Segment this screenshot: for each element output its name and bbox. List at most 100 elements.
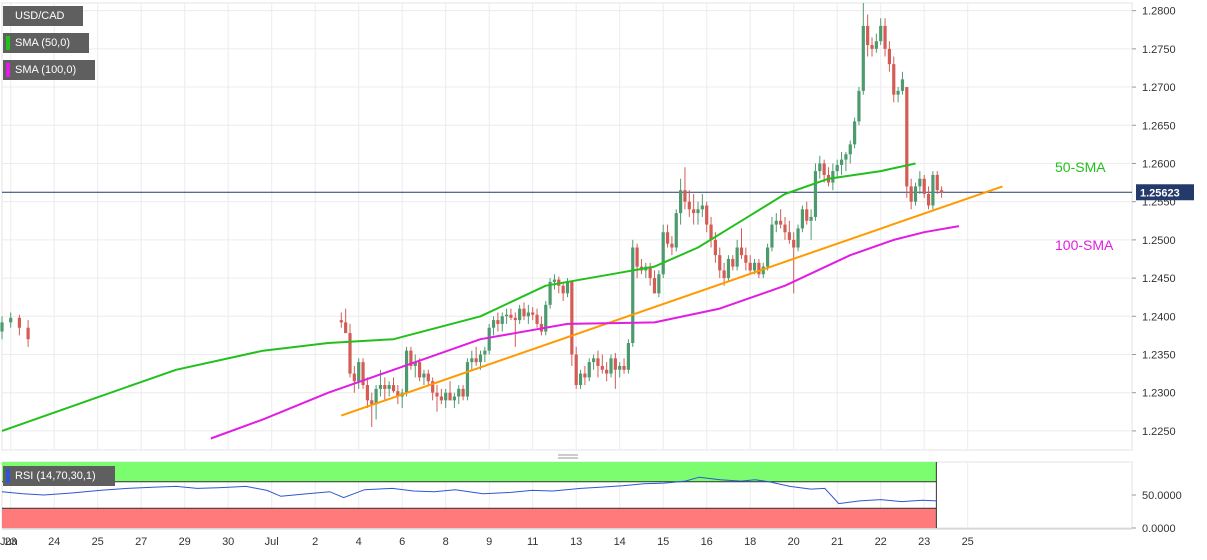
- candle-body: [796, 228, 800, 248]
- candle-body: [474, 358, 478, 363]
- y-tick-label: 1.2450: [1142, 273, 1176, 285]
- candle-body: [692, 209, 696, 214]
- candle-body: [866, 25, 870, 46]
- sma100-badge[interactable]: SMA (100,0): [3, 60, 95, 80]
- candle-body: [522, 308, 526, 317]
- rsi-badge[interactable]: RSI (14,70,30,1): [3, 466, 115, 486]
- y-tick-label: 1.2650: [1142, 120, 1176, 132]
- candle-body: [679, 190, 683, 214]
- y-tick-label: 1.2400: [1142, 311, 1176, 323]
- candle-body: [874, 41, 878, 49]
- candle-body: [726, 258, 731, 279]
- candle-body: [370, 400, 374, 405]
- candle-body: [357, 362, 361, 382]
- candle-body: [683, 190, 687, 202]
- sma50-line: [1, 162, 916, 432]
- candle-body: [883, 25, 887, 49]
- candle-body: [574, 354, 578, 386]
- candle-body: [940, 190, 944, 193]
- candle-body: [587, 362, 591, 378]
- candle-body: [509, 314, 513, 318]
- candle-body: [609, 358, 613, 374]
- candle-body: [870, 45, 874, 49]
- candle-body: [465, 362, 470, 397]
- sma50-annotation: 50-SMA: [1055, 159, 1106, 175]
- last-price-label: 1.25623: [1140, 187, 1180, 199]
- candle-body: [0, 322, 4, 332]
- candle-body: [618, 365, 622, 370]
- sma100-annotation: 100-SMA: [1055, 237, 1114, 253]
- candle-body: [705, 205, 709, 225]
- candle-body: [518, 308, 522, 321]
- candle-body: [365, 385, 369, 401]
- candle-body: [896, 90, 900, 95]
- candle-body: [905, 87, 909, 187]
- candle-body: [813, 171, 818, 217]
- candle-body: [374, 388, 378, 405]
- candle-body: [526, 312, 530, 317]
- candle-body: [744, 255, 748, 263]
- x-tick-label: 23: [918, 536, 930, 548]
- candle-body: [783, 224, 787, 233]
- candle-body: [339, 320, 343, 323]
- candle-body: [674, 213, 678, 248]
- x-tick-label: 16: [701, 536, 713, 548]
- candle-body: [752, 262, 757, 271]
- axes: 1.2250 1.2300 1.2350 1.2400 1.2450 1.2500 1.25…: [0, 6, 1194, 548]
- y-tick-label: 1.2700: [1142, 82, 1176, 94]
- candle-body: [648, 266, 652, 279]
- candle-body: [700, 205, 704, 210]
- candle-body: [500, 316, 504, 324]
- y-tick-label: 1.2500: [1142, 235, 1176, 247]
- candle-body: [913, 186, 918, 202]
- candle-body: [583, 373, 587, 378]
- candle-body: [348, 333, 352, 374]
- sma100-swatch: [6, 63, 10, 77]
- rsi-y-tick-label: 50.0000: [1142, 490, 1182, 502]
- y-tick-label: 1.2600: [1142, 158, 1176, 170]
- candle-body: [570, 281, 574, 355]
- symbol-label: USD/CAD: [15, 10, 65, 22]
- candle-body: [631, 247, 635, 344]
- candle-body: [439, 396, 443, 401]
- candle-body: [378, 385, 383, 389]
- candle-body: [383, 385, 387, 389]
- candle-body: [404, 350, 409, 393]
- candle-body: [352, 373, 356, 382]
- x-tick-label: 25: [962, 536, 974, 548]
- main-panel-border: [1, 2, 1133, 451]
- candles: [0, 3, 944, 428]
- candle-body: [461, 388, 465, 397]
- candle-body: [909, 186, 913, 202]
- candle-body: [535, 314, 539, 324]
- sma50-badge[interactable]: SMA (50,0): [3, 33, 89, 53]
- candle-body: [696, 209, 700, 214]
- candle-body: [766, 247, 770, 267]
- candle-body: [922, 178, 926, 195]
- candle-body: [757, 262, 761, 275]
- candle-body: [787, 232, 791, 240]
- sma50-swatch: [6, 36, 10, 50]
- candle-body: [665, 232, 670, 244]
- candle-body: [552, 279, 557, 282]
- candle-body: [626, 343, 630, 370]
- candle-body: [578, 373, 583, 386]
- x-tick-label: 27: [135, 536, 147, 548]
- symbol-badge[interactable]: USD/CAD: [3, 6, 83, 26]
- candle-body: [548, 281, 552, 305]
- candle-body: [652, 278, 657, 294]
- candle-body: [435, 392, 439, 397]
- x-tick-label: Jul: [265, 536, 279, 548]
- sma100-label: SMA (100,0): [15, 64, 77, 76]
- last-price-badge: [1136, 184, 1194, 201]
- candle-body: [344, 322, 348, 334]
- candle-body: [748, 262, 752, 271]
- x-tick-label: 9: [486, 536, 492, 548]
- x-tick-label: 29: [179, 536, 191, 548]
- x-tick-label: 23: [5, 536, 17, 548]
- candle-body: [739, 247, 744, 256]
- rsi-y-tick-label: 0.0000: [1142, 523, 1176, 535]
- x-tick-label: 21: [831, 536, 843, 548]
- candle-body: [513, 317, 517, 321]
- candle-body: [800, 209, 804, 229]
